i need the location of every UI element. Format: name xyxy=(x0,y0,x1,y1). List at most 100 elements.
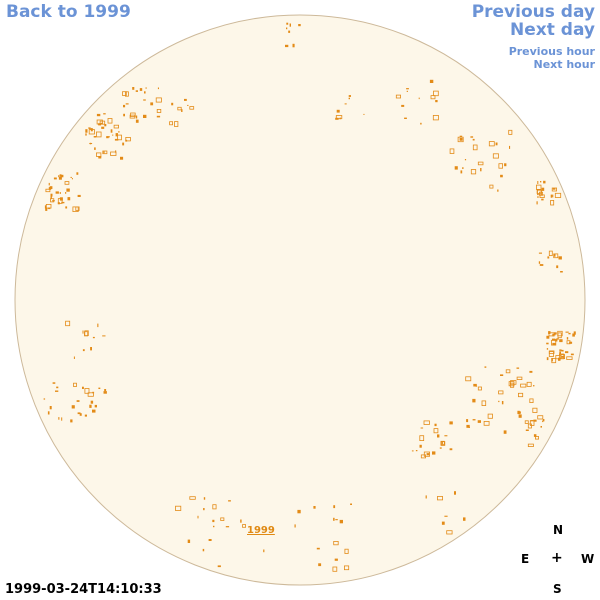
active-region-mark xyxy=(504,163,507,167)
previous-day-link[interactable]: Previous day xyxy=(471,2,595,22)
active-region-mark xyxy=(508,129,513,135)
active-region-mark xyxy=(566,340,571,345)
next-hour-link[interactable]: Next hour xyxy=(533,58,596,71)
active-region-mark xyxy=(538,261,541,264)
active-region-mark xyxy=(459,135,463,138)
active-region-mark xyxy=(132,87,135,90)
active-region-mark xyxy=(541,187,545,191)
active-region-mark xyxy=(503,430,507,434)
active-region-mark xyxy=(96,113,101,117)
active-region-mark xyxy=(110,151,117,156)
active-region-mark xyxy=(537,189,542,196)
active-region-mark xyxy=(569,341,573,344)
active-region-mark xyxy=(481,400,487,406)
active-region-mark xyxy=(189,496,196,500)
active-region-mark xyxy=(56,386,59,389)
active-region-mark xyxy=(540,181,542,183)
active-region-mark xyxy=(449,148,455,154)
active-region-mark xyxy=(551,187,558,192)
compass-north-label: N xyxy=(553,523,564,537)
active-region-mark xyxy=(548,351,554,357)
active-region-mark xyxy=(88,129,95,135)
active-region-mark xyxy=(92,409,96,413)
active-region-mark xyxy=(263,549,265,553)
active-region-mark xyxy=(546,357,549,361)
active-region-mark xyxy=(175,505,182,511)
active-region-mark xyxy=(84,331,89,337)
active-region-mark xyxy=(58,417,60,420)
active-region-mark xyxy=(457,136,464,143)
active-region-mark xyxy=(470,169,477,175)
active-region-mark xyxy=(84,388,90,394)
active-region-mark xyxy=(432,451,436,455)
active-region-mark xyxy=(117,134,122,141)
active-region-mark xyxy=(460,170,463,174)
active-region-mark xyxy=(555,355,562,360)
active-region-mark xyxy=(85,129,88,133)
active-region-mark xyxy=(82,349,85,352)
active-region-mark xyxy=(71,405,75,409)
active-region-mark xyxy=(143,99,146,101)
active-region-mark xyxy=(45,203,52,209)
active-region-mark xyxy=(92,336,95,339)
active-region-mark xyxy=(520,383,527,388)
active-region-mark xyxy=(106,136,110,138)
year-link[interactable]: 1999 xyxy=(247,525,275,536)
active-region-mark xyxy=(89,404,92,408)
active-region-mark xyxy=(518,392,524,398)
active-region-mark xyxy=(459,138,463,141)
active-region-mark xyxy=(454,491,456,495)
active-region-mark xyxy=(79,413,82,416)
active-region-mark xyxy=(406,90,408,92)
active-region-mark xyxy=(104,124,107,127)
active-region-mark xyxy=(76,172,79,175)
compass-east-label: E xyxy=(521,552,530,566)
active-region-mark xyxy=(50,198,55,203)
active-region-mark xyxy=(542,420,544,423)
active-region-mark xyxy=(425,495,427,499)
next-day-link[interactable]: Next day xyxy=(510,20,595,40)
active-region-mark xyxy=(332,566,338,572)
back-to-year-link[interactable]: Back to 1999 xyxy=(6,2,131,22)
active-region-mark xyxy=(155,97,162,103)
active-region-mark xyxy=(100,122,103,124)
active-region-mark xyxy=(123,104,126,108)
active-region-mark xyxy=(415,450,418,452)
compass-west-label: W xyxy=(581,552,595,566)
active-region-mark xyxy=(55,390,59,392)
active-region-mark xyxy=(559,351,561,355)
active-region-mark xyxy=(98,123,100,125)
active-region-mark xyxy=(59,174,62,176)
active-region-mark xyxy=(348,97,350,100)
active-region-mark xyxy=(516,376,523,381)
active-region-mark xyxy=(559,349,562,351)
active-region-mark xyxy=(120,156,124,160)
active-region-mark xyxy=(565,331,569,333)
active-region-mark xyxy=(529,370,533,373)
active-region-mark xyxy=(70,419,73,423)
active-region-mark xyxy=(294,524,296,528)
active-region-mark xyxy=(107,118,113,124)
active-region-mark xyxy=(49,186,53,189)
active-region-mark xyxy=(535,436,540,440)
active-region-mark xyxy=(220,517,225,521)
active-region-mark xyxy=(462,167,464,169)
active-region-mark xyxy=(524,420,529,424)
active-region-mark xyxy=(228,500,231,502)
active-region-mark xyxy=(187,104,189,106)
active-region-mark xyxy=(66,188,70,192)
active-region-mark xyxy=(505,369,511,374)
active-region-mark xyxy=(540,426,542,428)
active-region-mark xyxy=(94,147,96,150)
active-region-mark xyxy=(477,161,484,166)
active-region-mark xyxy=(122,142,125,146)
active-region-mark xyxy=(395,94,401,99)
active-region-mark xyxy=(411,450,414,452)
active-region-mark xyxy=(103,113,106,115)
active-region-mark xyxy=(84,414,87,417)
active-region-mark xyxy=(82,330,84,334)
previous-hour-link[interactable]: Previous hour xyxy=(508,45,595,58)
active-region-mark xyxy=(114,138,119,141)
active-region-mark xyxy=(468,426,470,428)
active-region-mark xyxy=(189,106,195,110)
